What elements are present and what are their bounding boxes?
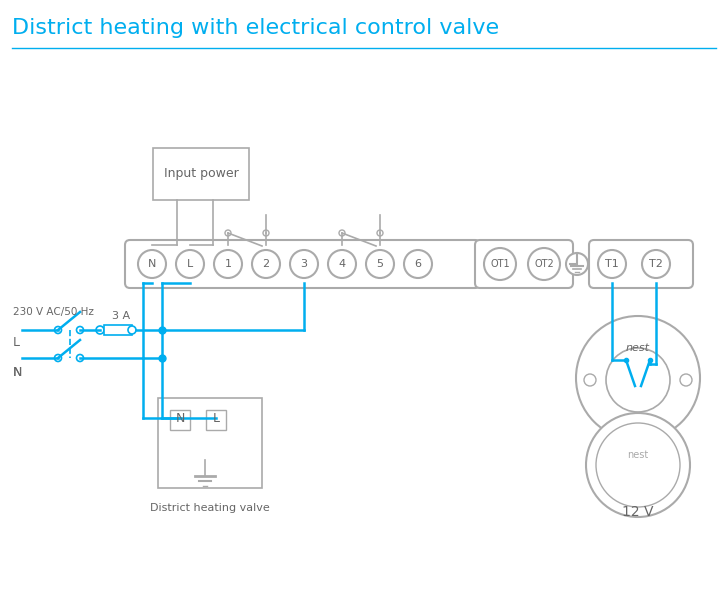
Circle shape (339, 230, 345, 236)
Text: 3: 3 (301, 259, 307, 269)
Circle shape (176, 250, 204, 278)
Circle shape (225, 230, 231, 236)
Circle shape (128, 326, 136, 334)
Circle shape (576, 316, 700, 440)
Circle shape (598, 250, 626, 278)
FancyBboxPatch shape (206, 410, 226, 430)
Text: District heating valve: District heating valve (150, 503, 270, 513)
Circle shape (76, 327, 84, 333)
Text: nest: nest (626, 343, 650, 353)
Circle shape (55, 327, 61, 333)
Text: L: L (213, 412, 220, 425)
Circle shape (252, 250, 280, 278)
Circle shape (76, 355, 84, 362)
Text: OT2: OT2 (534, 259, 554, 269)
Text: L: L (13, 336, 20, 349)
Circle shape (566, 253, 588, 275)
Text: 5: 5 (376, 259, 384, 269)
Text: District heating with electrical control valve: District heating with electrical control… (12, 18, 499, 38)
Text: 3 A: 3 A (112, 311, 130, 321)
Text: N: N (148, 259, 157, 269)
Text: 12 V: 12 V (622, 505, 654, 519)
Circle shape (96, 326, 104, 334)
Text: OT1: OT1 (490, 259, 510, 269)
Text: T2: T2 (649, 259, 663, 269)
Text: T1: T1 (605, 259, 619, 269)
Circle shape (290, 250, 318, 278)
Circle shape (404, 250, 432, 278)
Circle shape (214, 250, 242, 278)
FancyBboxPatch shape (624, 415, 652, 437)
Circle shape (377, 230, 383, 236)
Circle shape (55, 355, 61, 362)
Text: nest: nest (628, 450, 649, 460)
FancyBboxPatch shape (475, 240, 573, 288)
Circle shape (596, 423, 680, 507)
FancyBboxPatch shape (170, 410, 190, 430)
Circle shape (484, 248, 516, 280)
Text: N: N (175, 412, 185, 425)
Text: 230 V AC/50 Hz: 230 V AC/50 Hz (13, 307, 94, 317)
Circle shape (606, 348, 670, 412)
Text: 4: 4 (339, 259, 346, 269)
FancyBboxPatch shape (153, 148, 249, 200)
Circle shape (366, 250, 394, 278)
Circle shape (528, 248, 560, 280)
Circle shape (642, 250, 670, 278)
FancyBboxPatch shape (125, 240, 480, 288)
Circle shape (584, 374, 596, 386)
FancyBboxPatch shape (158, 398, 262, 488)
FancyBboxPatch shape (104, 325, 132, 335)
Text: N: N (13, 366, 23, 380)
Circle shape (138, 250, 166, 278)
Text: Input power: Input power (164, 168, 238, 181)
Text: 1: 1 (224, 259, 232, 269)
Circle shape (328, 250, 356, 278)
Circle shape (680, 374, 692, 386)
FancyBboxPatch shape (589, 240, 693, 288)
Text: N: N (13, 366, 23, 380)
Circle shape (263, 230, 269, 236)
Text: 6: 6 (414, 259, 422, 269)
Text: 2: 2 (262, 259, 269, 269)
Text: L: L (187, 259, 193, 269)
Circle shape (586, 413, 690, 517)
